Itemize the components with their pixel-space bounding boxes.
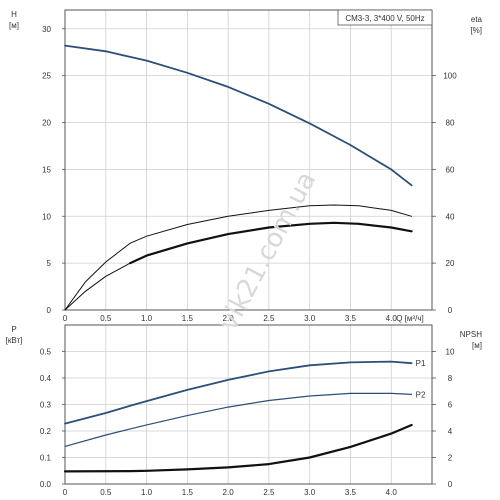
head-efficiency-panel-y2-unit: [%] — [470, 26, 482, 35]
head-efficiency-panel-x-tick-label: 1.0 — [141, 314, 153, 323]
head-efficiency-panel-y2-tick-label: 80 — [446, 119, 455, 128]
power-npsh-panel-y-tick-label: 0.1 — [40, 454, 52, 463]
power-npsh-panel-x-tick-label: 0 — [63, 488, 68, 497]
head-efficiency-panel-x-tick-label: 0.5 — [100, 314, 112, 323]
power-npsh-panel-y-label: P — [11, 325, 16, 334]
power-npsh-panel-y-tick-label: 0.4 — [40, 374, 52, 383]
head-efficiency-panel-series-1-line — [64, 204, 413, 311]
head-efficiency-panel-y2-tick-label: 60 — [446, 165, 455, 174]
power-npsh-panel-y2-tick-label: 2 — [448, 454, 453, 463]
power-npsh-panel-x-tick-label: 4.0 — [386, 488, 398, 497]
power-npsh-panel-y-unit: [кВт] — [6, 336, 23, 345]
head-efficiency-panel-x-tick-label: 3.5 — [345, 314, 357, 323]
head-efficiency-panel-y2-label: eta — [471, 15, 483, 24]
power-npsh-panel-y2-unit: [м] — [472, 341, 482, 350]
head-efficiency-panel-series-0-line — [64, 44, 413, 187]
head-efficiency-panel-y2-tick-label: 20 — [446, 259, 455, 268]
power-npsh-panel-x-tick-label: 2.5 — [263, 488, 275, 497]
head-efficiency-panel-y-tick-label: 15 — [42, 165, 51, 174]
head-efficiency-panel-x-tick-label: 2.5 — [263, 314, 275, 323]
power-npsh-panel-x-tick-label: 3.0 — [304, 488, 316, 497]
head-efficiency-panel-title-box — [337, 9, 433, 26]
power-npsh-panel-x-tick-label: 3.5 — [345, 488, 357, 497]
power-npsh-panel-x-tick-label: 2.0 — [223, 488, 235, 497]
power-npsh-panel-series-label-p1: P1 — [416, 359, 426, 368]
head-efficiency-panel-y-tick-label: 0 — [47, 306, 52, 315]
head-efficiency-panel-y-tick-label: 20 — [42, 119, 51, 128]
head-efficiency-panel-title: CM3-3, 3*400 V, 50Hz — [345, 14, 424, 23]
power-npsh-panel-y2-tick-label: 8 — [448, 374, 453, 383]
head-efficiency-panel-y-unit: [м] — [9, 21, 19, 30]
power-npsh-panel-y2-tick-label: 6 — [448, 401, 453, 410]
head-efficiency-panel-y-tick-label: 5 — [47, 259, 52, 268]
head-efficiency-panel-x-tick-label: 1.5 — [182, 314, 194, 323]
head-efficiency-panel-y-tick-label: 30 — [42, 25, 51, 34]
power-npsh-panel-y-tick-label: 0.3 — [40, 401, 52, 410]
head-efficiency-panel-y-tick-label: 10 — [42, 212, 51, 221]
power-npsh-panel-y-tick-label: 0.0 — [40, 480, 52, 489]
power-npsh-panel-x-tick-label: 0.5 — [100, 488, 112, 497]
head-efficiency-panel-x-label: Q [м³/ч] — [396, 314, 423, 323]
power-npsh-panel-series-2-line — [63, 423, 413, 473]
power-npsh-panel-y2-tick-label: 10 — [446, 348, 455, 357]
head-efficiency-panel-series-2-line — [129, 221, 413, 265]
power-npsh-panel-x-tick-label: 1.5 — [182, 488, 194, 497]
head-efficiency-panel-y2-tick-label: 40 — [446, 212, 455, 221]
power-npsh-panel-y2-tick-label: 4 — [448, 427, 453, 436]
power-npsh-panel-y2-tick-label: 0 — [448, 480, 453, 489]
head-efficiency-panel-y-tick-label: 25 — [42, 72, 51, 81]
head-efficiency-panel-x-tick-label: 4.0 — [386, 314, 398, 323]
power-npsh-panel-y2-label: NPSH — [460, 330, 482, 339]
power-npsh-panel-y-tick-label: 0.5 — [40, 348, 52, 357]
power-npsh-panel-frame — [64, 324, 433, 485]
head-efficiency-panel-series-3-line — [64, 262, 131, 311]
head-efficiency-panel-x-tick-label: 2.0 — [223, 314, 235, 323]
head-efficiency-panel-y2-tick-label: 0 — [448, 306, 453, 315]
head-efficiency-panel-y-label: H — [11, 10, 17, 19]
power-npsh-panel-x-tick-label: 1.0 — [141, 488, 153, 497]
power-npsh-panel-series-p1-line — [64, 360, 413, 425]
head-efficiency-panel-y2-tick-label: 100 — [443, 72, 457, 81]
power-npsh-panel-series-label-p2: P2 — [416, 390, 426, 399]
power-npsh-panel-series-p2-line — [64, 392, 413, 447]
head-efficiency-panel-x-tick-label: 0 — [63, 314, 68, 323]
head-efficiency-panel-x-tick-label: 3.0 — [304, 314, 316, 323]
head-efficiency-panel-frame — [64, 9, 433, 311]
power-npsh-panel-y-tick-label: 0.2 — [40, 427, 52, 436]
